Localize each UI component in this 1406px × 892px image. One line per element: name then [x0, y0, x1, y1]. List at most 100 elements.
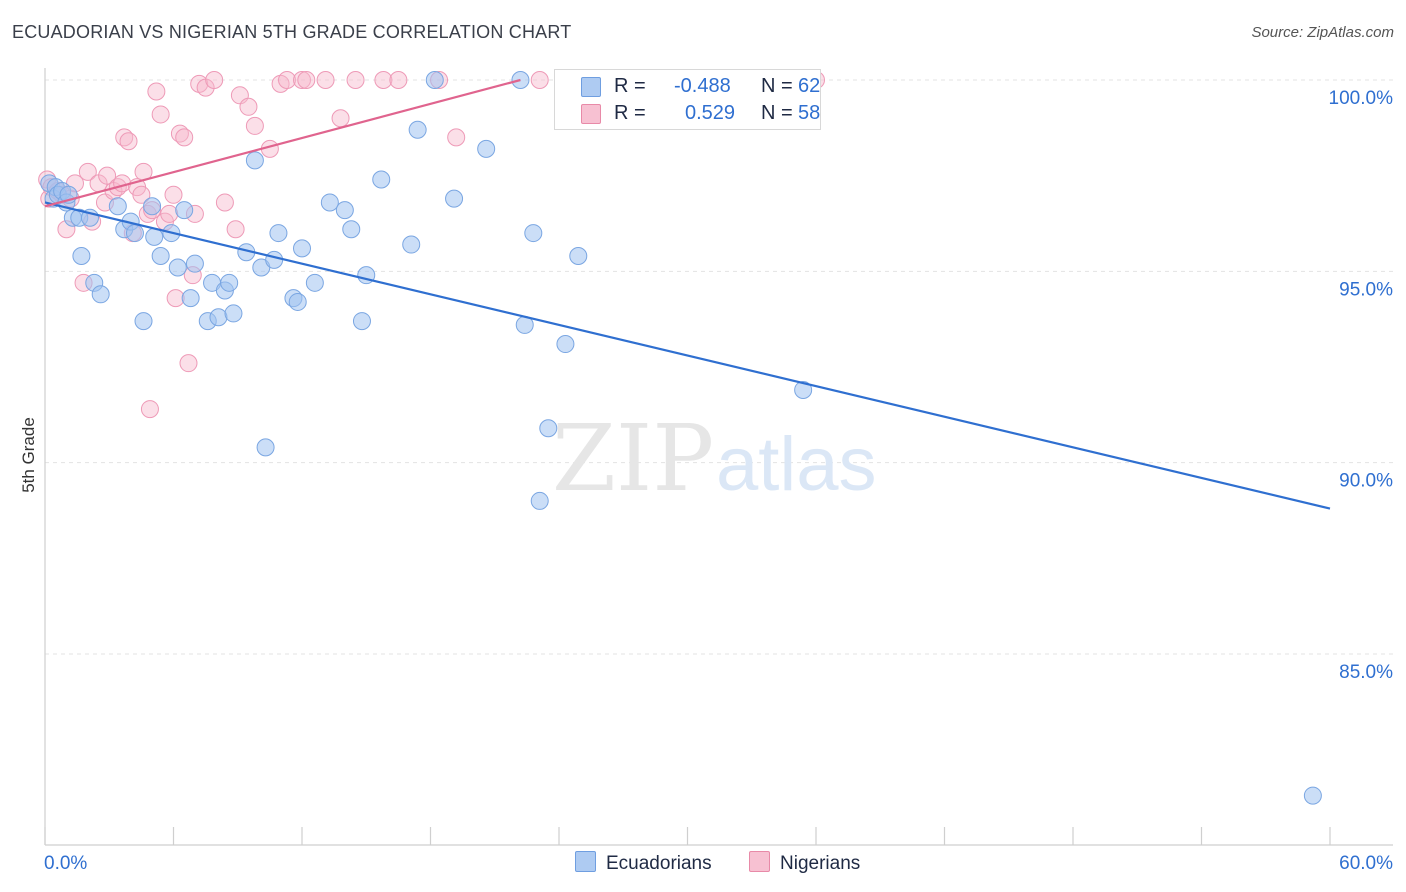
- y-axis-label: 5th Grade: [19, 417, 38, 493]
- point-ecuadorians: [209, 308, 228, 327]
- point-ecuadorians: [335, 201, 354, 220]
- point-ecuadorians: [125, 224, 144, 243]
- point-ecuadorians: [794, 380, 813, 399]
- point-ecuadorians: [134, 312, 153, 331]
- legend-r-value-ecuadorians: -0.488: [674, 75, 731, 97]
- point-ecuadorians: [477, 139, 496, 158]
- point-nigerians: [147, 82, 166, 101]
- y-tick-labels: 85.0% 90.0% 95.0% 100.0%: [1329, 88, 1394, 683]
- point-ecuadorians: [372, 170, 391, 189]
- point-nigerians: [119, 132, 138, 151]
- y-tick-label: 95.0%: [1339, 279, 1393, 300]
- legend-r-label: R =: [614, 102, 646, 124]
- point-ecuadorians: [1303, 786, 1322, 805]
- point-ecuadorians: [256, 438, 275, 457]
- point-ecuadorians: [352, 312, 371, 331]
- point-ecuadorians: [265, 250, 284, 269]
- point-nigerians: [151, 105, 170, 124]
- point-nigerians: [132, 185, 151, 204]
- point-nigerians: [164, 185, 183, 204]
- bottom-legend-nigerians[interactable]: Nigerians: [749, 851, 860, 875]
- point-nigerians: [239, 97, 258, 116]
- bottom-legend-label-nigerians: Nigerians: [780, 853, 861, 874]
- point-ecuadorians: [175, 201, 194, 220]
- point-ecuadorians: [342, 220, 361, 239]
- point-ecuadorians: [143, 197, 162, 216]
- point-nigerians: [215, 193, 234, 212]
- x-tick-label-min: 0.0%: [44, 853, 87, 874]
- point-ecuadorians: [181, 289, 200, 308]
- point-nigerians: [316, 71, 335, 89]
- trend-line-ecuadorians: [44, 201, 1331, 510]
- point-nigerians: [293, 71, 311, 89]
- legend-r-label: R =: [614, 75, 646, 97]
- point-ecuadorians: [530, 491, 549, 510]
- point-ecuadorians: [524, 224, 543, 243]
- point-ecuadorians: [305, 273, 324, 292]
- point-nigerians: [278, 71, 297, 89]
- bottom-legend-ecuadorians[interactable]: Ecuadorians: [575, 851, 712, 875]
- axes-layer: [44, 68, 1393, 846]
- point-ecuadorians: [402, 235, 421, 254]
- chart-title: ECUADORIAN VS NIGERIAN 5TH GRADE CORRELA…: [12, 22, 572, 42]
- point-nigerians: [98, 166, 117, 185]
- point-ecuadorians: [151, 247, 170, 266]
- bottom-legend-label-ecuadorians: Ecuadorians: [606, 853, 712, 874]
- legend-box: R = -0.488 N = 62 R = 0.529 N = 58: [554, 69, 821, 130]
- legend-n-value-ecuadorians: 62: [798, 75, 821, 97]
- point-nigerians: [175, 128, 194, 147]
- point-ecuadorians: [408, 120, 427, 139]
- trend-layer: [44, 78, 1331, 510]
- legend-swatch-ecuadorians: [581, 77, 601, 97]
- watermark-atlas: atlas: [716, 422, 877, 507]
- point-ecuadorians: [91, 285, 110, 304]
- legend-n-label: N =: [761, 75, 793, 97]
- point-nigerians: [389, 71, 408, 89]
- point-nigerians: [205, 71, 224, 89]
- point-ecuadorians: [445, 189, 464, 208]
- point-ecuadorians: [556, 335, 575, 354]
- point-nigerians: [160, 204, 179, 223]
- y-tick-label: 90.0%: [1339, 471, 1393, 492]
- point-nigerians: [179, 354, 198, 373]
- source-label: Source: ZipAtlas.com: [1251, 24, 1394, 41]
- point-ecuadorians: [185, 254, 204, 273]
- watermark: ZIP atlas: [552, 405, 877, 512]
- point-nigerians: [346, 71, 365, 89]
- point-ecuadorians: [220, 273, 239, 292]
- point-nigerians: [447, 128, 466, 147]
- y-tick-label: 85.0%: [1339, 662, 1393, 683]
- legend-n-value-nigerians: 58: [798, 102, 821, 124]
- x-tick-label-max: 60.0%: [1339, 853, 1393, 874]
- point-ecuadorians: [569, 247, 588, 266]
- point-nigerians: [78, 162, 97, 181]
- point-ecuadorians: [245, 151, 264, 170]
- point-ecuadorians: [293, 239, 311, 258]
- point-nigerians: [530, 71, 549, 89]
- point-nigerians: [166, 289, 185, 308]
- point-nigerians: [331, 109, 350, 128]
- grid-layer: [45, 79, 1393, 655]
- point-ecuadorians: [539, 419, 558, 438]
- point-ecuadorians: [269, 224, 288, 243]
- point-ecuadorians: [425, 71, 444, 89]
- point-nigerians: [226, 220, 245, 239]
- point-ecuadorians: [288, 292, 307, 311]
- point-ecuadorians: [72, 247, 91, 266]
- y-tick-label: 100.0%: [1329, 88, 1394, 109]
- point-nigerians: [297, 71, 316, 89]
- point-nigerians: [140, 400, 159, 419]
- legend-swatch-nigerians: [581, 104, 601, 124]
- legend-r-value-nigerians: 0.529: [685, 102, 736, 124]
- point-ecuadorians: [320, 193, 339, 212]
- legend-n-label: N =: [761, 102, 793, 124]
- point-ecuadorians: [108, 197, 127, 216]
- point-ecuadorians: [224, 304, 243, 323]
- bottom-legend-swatch-ecuadorians: [575, 851, 596, 872]
- point-nigerians: [245, 116, 264, 135]
- bottom-legend-swatch-nigerians: [749, 851, 770, 872]
- point-ecuadorians: [168, 258, 187, 277]
- trend-line-nigerians: [44, 78, 521, 208]
- point-nigerians: [374, 71, 393, 89]
